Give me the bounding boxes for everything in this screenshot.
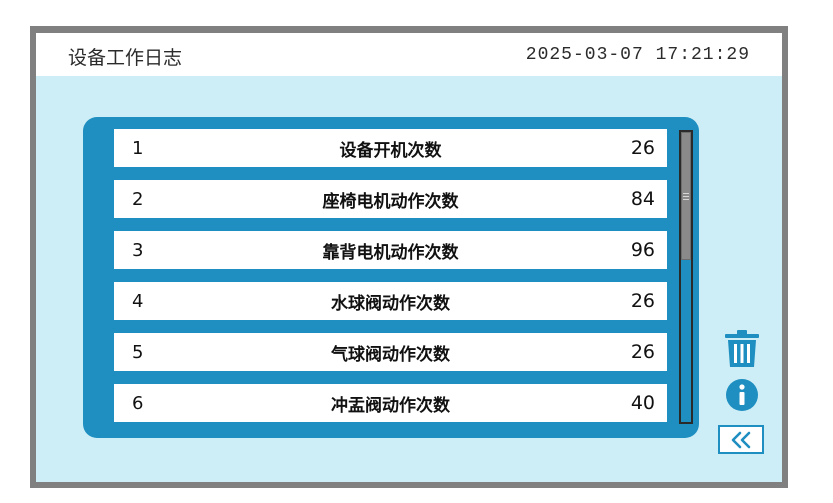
grip-line [683,193,689,194]
screen: 设备工作日志 2025-03-07 17:21:29 1 设备开机次数 26 2… [36,33,782,482]
delete-button[interactable] [724,329,760,369]
row-name: 设备开机次数 [339,140,442,161]
double-chevron-left-icon [731,431,751,448]
row-count: 40 [630,392,655,414]
trash-icon [725,330,759,367]
row-count: 84 [630,188,655,210]
row-index: 2 [132,188,144,210]
grip-line [683,199,689,200]
row-count: 26 [630,341,655,363]
row-index: 3 [132,239,144,261]
page-title: 设备工作日志 [68,47,183,69]
log-list-panel: 1 设备开机次数 26 2 座椅电机动作次数 84 3 靠背电机动作次数 96 … [83,117,699,438]
row-name: 座椅电机动作次数 [322,191,459,212]
row-index: 6 [132,392,144,414]
back-button[interactable] [718,425,764,454]
title-bar: 设备工作日志 2025-03-07 17:21:29 [36,33,782,76]
table-row: 5 气球阀动作次数 26 [114,333,667,371]
row-index: 1 [132,137,144,159]
table-row: 4 水球阀动作次数 26 [114,282,667,320]
grip-line [683,196,689,197]
row-name: 冲盂阀动作次数 [331,395,450,416]
row-count: 96 [630,239,655,261]
table-row: 1 设备开机次数 26 [114,129,667,167]
scrollbar-thumb[interactable] [681,132,691,260]
table-row: 2 座椅电机动作次数 84 [114,180,667,218]
row-index: 5 [132,341,144,363]
table-row: 3 靠背电机动作次数 96 [114,231,667,269]
row-count: 26 [630,137,655,159]
row-count: 26 [630,290,655,312]
scrollbar[interactable] [679,130,693,424]
row-name: 气球阀动作次数 [331,344,450,365]
table-row: 6 冲盂阀动作次数 40 [114,384,667,422]
info-button[interactable] [725,378,759,412]
info-icon [726,379,758,411]
row-index: 4 [132,290,144,312]
row-name: 水球阀动作次数 [331,293,450,314]
datetime-display: 2025-03-07 17:21:29 [525,45,750,65]
row-name: 靠背电机动作次数 [322,242,459,263]
